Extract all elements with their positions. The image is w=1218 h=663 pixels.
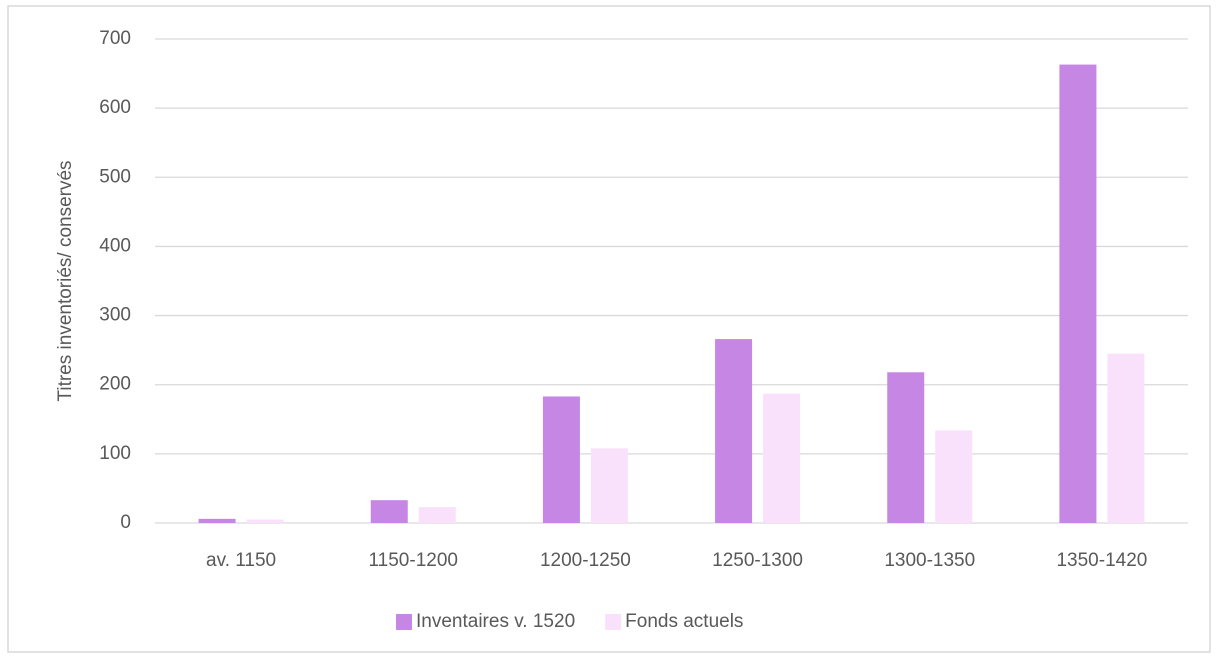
x-tick-label: 1150-1200 (369, 550, 458, 571)
y-tick-label: 600 (99, 97, 131, 118)
bar (1107, 353, 1145, 523)
bar (715, 339, 753, 523)
bar (1059, 64, 1097, 523)
chart-border (7, 5, 1211, 653)
y-axis-title: Titres inventoriés/ conservés (55, 160, 76, 401)
y-tick-label: 400 (99, 235, 131, 256)
y-tick-label: 100 (99, 443, 131, 464)
x-tick-label: 1250-1300 (712, 550, 803, 571)
y-tick-label: 700 (99, 28, 131, 49)
legend-label: Inventaires v. 1520 (416, 611, 575, 632)
x-tick-label: 1200-1250 (540, 550, 631, 571)
legend-swatch (605, 614, 622, 630)
x-tick-label: 1350-1420 (1056, 550, 1147, 571)
bar (246, 519, 284, 523)
legend-swatch (396, 614, 412, 630)
x-tick-label: av. 1150 (206, 550, 276, 571)
bar (590, 448, 628, 523)
y-tick-label: 500 (99, 166, 131, 187)
x-tick-label: 1300-1350 (884, 550, 975, 571)
bar (887, 372, 925, 523)
y-tick-label: 300 (99, 305, 131, 326)
y-tick-label: 0 (120, 512, 131, 533)
y-tick-label: 200 (99, 374, 131, 395)
bar (763, 393, 801, 523)
bar (418, 507, 456, 523)
bar (370, 500, 408, 523)
bar (542, 396, 580, 523)
bar (198, 518, 236, 523)
legend-label: Fonds actuels (625, 611, 743, 632)
bar (935, 430, 973, 523)
